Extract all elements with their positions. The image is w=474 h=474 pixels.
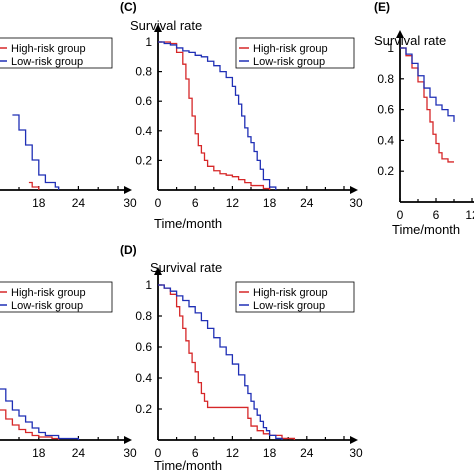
x-tick-label: 18: [32, 446, 46, 460]
legend-entry: Low-risk group: [11, 56, 83, 68]
survival-curve-low-risk: [158, 41, 277, 190]
survival-curve-high-risk: [400, 47, 454, 163]
x-axis-label: Time/month: [392, 222, 460, 237]
x-tick-label: 18: [263, 196, 277, 210]
y-tick-label: 0.8: [135, 309, 152, 323]
y-tick-label: 0.2: [135, 402, 152, 416]
y-tick-label: 0.8: [135, 65, 152, 79]
y-axis-arrow: [396, 30, 404, 38]
survival-curve-high-risk: [0, 409, 60, 440]
y-axis-arrow: [154, 267, 162, 275]
y-tick-label: 1: [387, 41, 394, 55]
x-tick-label: 6: [192, 446, 199, 460]
x-tick-label: 30: [123, 446, 137, 460]
y-axis-label: Survival rate: [130, 18, 202, 33]
survival-curve-high-risk: [158, 41, 271, 190]
panel-label: (C): [120, 0, 137, 14]
legend-entry: Low-risk group: [11, 300, 83, 312]
chart-panel-1: 0 6 12 18 24 30 0.2 0.4 0.6 0.8 1 Survival rate Time…: [120, 0, 363, 231]
y-axis-arrow: [154, 24, 162, 32]
y-tick-label: 0.4: [377, 133, 394, 147]
x-tick-label: 0: [155, 446, 162, 460]
y-tick-label: 1: [145, 35, 152, 49]
y-tick-label: 0.6: [135, 340, 152, 354]
x-tick-label: 24: [72, 196, 86, 210]
y-tick-label: 0.4: [135, 371, 152, 385]
survival-curve-low-risk: [158, 284, 283, 440]
y-tick-label: 0.6: [377, 103, 394, 117]
x-axis-label: Time/month: [154, 216, 222, 231]
x-tick-label: 0: [155, 196, 162, 210]
chart-panel-4: 0 6 12 18 24 30 0.2 0.4 0.6 0.8 1 Survival rate Time…: [120, 243, 363, 473]
x-axis-arrow: [350, 436, 358, 444]
x-tick-label: 24: [300, 446, 314, 460]
legend-entry: High-risk group: [11, 43, 86, 55]
y-axis-label: Survival rate: [374, 33, 446, 48]
y-tick-label: 1: [145, 278, 152, 292]
x-tick-label: 18: [32, 196, 46, 210]
legend-entry: Low-risk group: [253, 56, 325, 68]
legend-entry: High-risk group: [253, 43, 328, 55]
survival-curve-high-risk: [28, 181, 40, 190]
panel-label: (D): [120, 243, 137, 257]
y-tick-label: 0.8: [377, 72, 394, 86]
y-tick-label: 0.6: [135, 94, 152, 108]
x-tick-label: 0: [397, 208, 404, 222]
x-tick-label: 12: [226, 196, 240, 210]
x-axis-label: Time/month: [154, 458, 222, 473]
x-axis-arrow: [124, 436, 132, 444]
x-tick-label: 6: [433, 208, 440, 222]
x-tick-label: 6: [192, 196, 199, 210]
x-tick-label: 12: [226, 446, 240, 460]
x-axis-arrow: [350, 186, 358, 194]
y-axis-label: Survival rate: [150, 260, 222, 275]
x-tick-label: 24: [300, 196, 314, 210]
panel-label: (E): [374, 0, 390, 14]
legend-box: [235, 281, 355, 313]
survival-curve-low-risk: [0, 388, 80, 440]
survival-curve-low-risk: [12, 114, 60, 190]
legend-entry: High-risk group: [11, 287, 86, 299]
survival-curve-high-risk: [158, 284, 296, 440]
legend-box: [0, 281, 113, 313]
x-tick-label: 18: [263, 446, 277, 460]
y-tick-label: 0.2: [135, 153, 152, 167]
x-tick-label: 12: [465, 208, 474, 222]
survival-curve-low-risk: [400, 47, 455, 122]
y-tick-label: 0.2: [377, 164, 394, 178]
x-tick-label: 30: [349, 446, 363, 460]
legend-entry: Low-risk group: [253, 300, 325, 312]
x-tick-label: 30: [123, 196, 137, 210]
x-tick-label: 30: [349, 196, 363, 210]
x-axis-arrow: [124, 186, 132, 194]
legend-box: [0, 37, 113, 69]
x-tick-label: 24: [72, 446, 86, 460]
y-tick-label: 0.4: [135, 124, 152, 138]
legend-box: [235, 37, 355, 69]
legend-entry: High-risk group: [253, 287, 328, 299]
